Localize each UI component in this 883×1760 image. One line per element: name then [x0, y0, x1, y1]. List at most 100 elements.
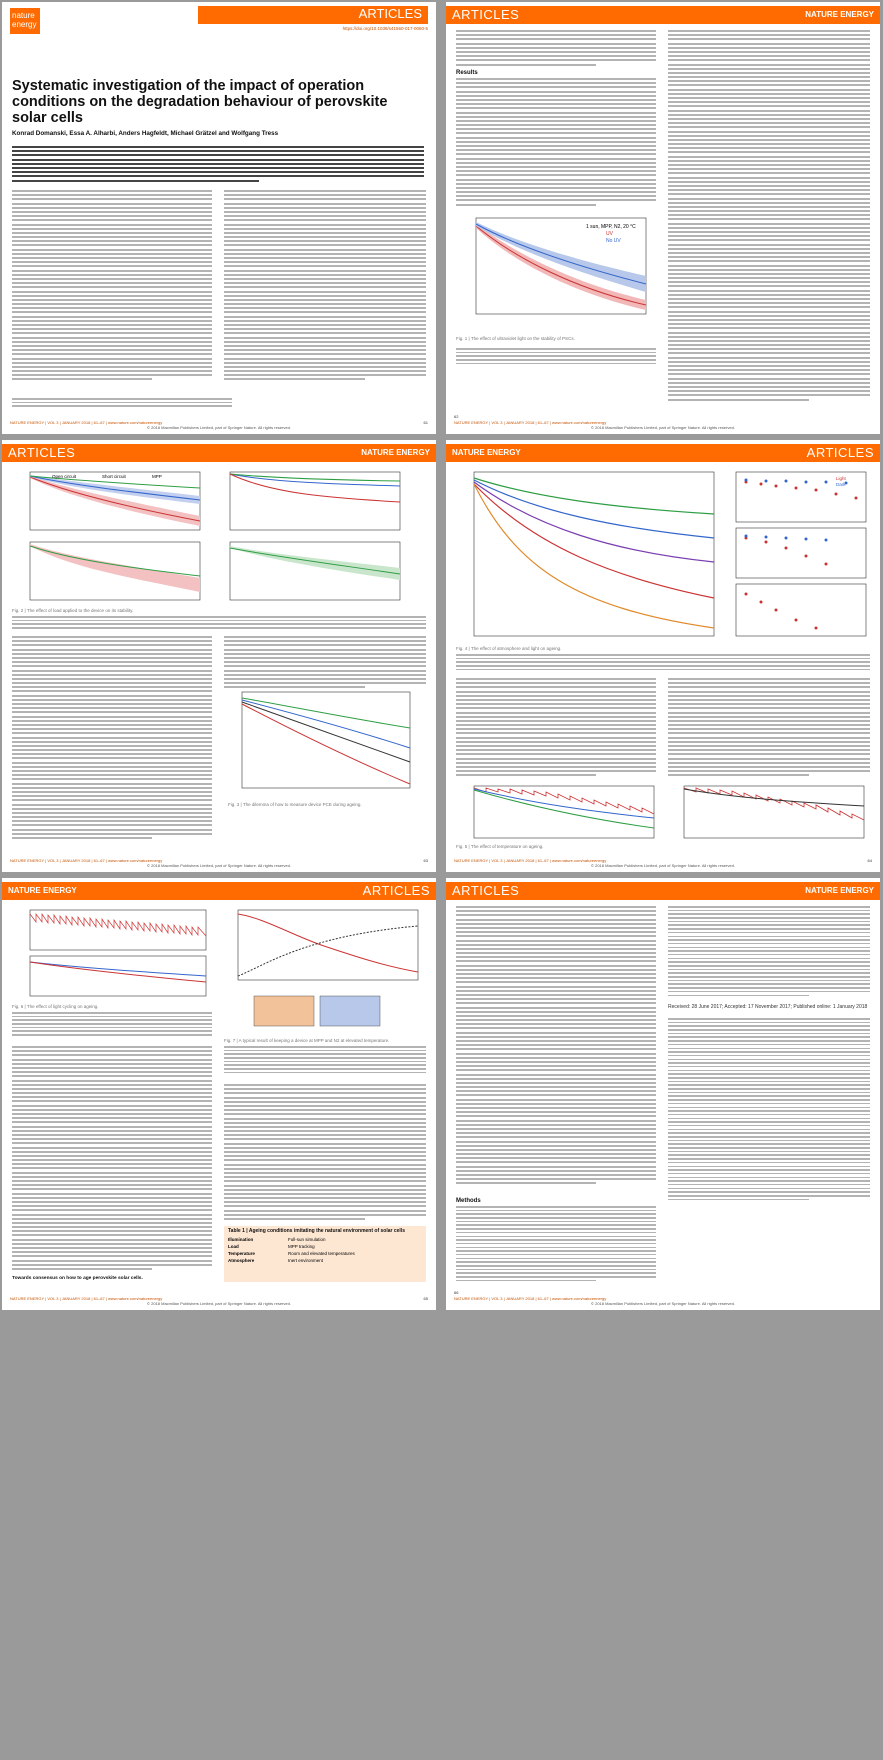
legend-1: 1 sun, MPP, N2, 20 °C [586, 224, 636, 230]
legend-oc: Open circuit [52, 474, 77, 479]
affiliations [12, 398, 232, 409]
page-62: ARTICLES NATURE ENERGY Results 1 sun, MP… [446, 2, 880, 434]
body-col-1 [12, 190, 212, 383]
doi-link[interactable]: https://doi.org/10.1038/s41560-017-0060-… [342, 26, 428, 31]
body-col-1 [12, 636, 212, 841]
header-band: ARTICLES NATURE ENERGY [446, 6, 880, 24]
legend-nouv: No UV [606, 238, 621, 244]
figure-3 [228, 688, 424, 798]
legend-light: Light [836, 476, 847, 481]
table-cell-key: Temperature [228, 1251, 255, 1256]
logo-top: nature [12, 11, 35, 20]
footer-journal: NATURE ENERGY | VOL 3 | JANUARY 2018 | 6… [10, 420, 163, 425]
table-cell-key: Load [228, 1244, 239, 1249]
section-label: ARTICLES [8, 445, 76, 460]
figure-4-caption: Fig. 4 | The effect of atmosphere and li… [456, 646, 562, 651]
page-footer: NATURE ENERGY | VOL 3 | JANUARY 2018 | 6… [10, 1296, 428, 1306]
table-cell-value: MPP tracking [288, 1244, 315, 1249]
page-number: 61 [423, 420, 428, 425]
page-number: 63 [423, 858, 428, 863]
page-number: 64 [867, 858, 872, 863]
table-row: Temperature Room and elevated temperature… [224, 1250, 426, 1257]
page-64: ARTICLES NATURE ENERGY Light Dark [446, 440, 880, 872]
page-66: ARTICLES NATURE ENERGY Methods Received:… [446, 878, 880, 1310]
table-cell-value: Room and elevated temperatures [288, 1251, 355, 1256]
methods-heading: Methods [456, 1198, 481, 1204]
abstract [12, 146, 424, 184]
figure-1-chart: 1 sun, MPP, N2, 20 °C UV No UV [475, 217, 647, 315]
body-col-2 [668, 678, 870, 779]
article-title: Systematic investigation of the impact o… [12, 78, 388, 126]
references [668, 1018, 870, 1202]
figure-1-caption: Fig. 1 | The effect of ultraviolet light… [456, 336, 575, 341]
header-band: ARTICLES NATURE ENERGY [2, 882, 436, 900]
results-heading: Results [456, 70, 478, 76]
table-row: Load MPP tracking [224, 1243, 426, 1250]
section-label: ARTICLES [806, 445, 874, 460]
body-col-1 [12, 1046, 212, 1272]
figure-4-chart: Light Dark [473, 471, 867, 637]
page-footer: NATURE ENERGY | VOL 3 | JANUARY 2018 | 6… [454, 414, 872, 430]
header-band: ARTICLES NATURE ENERGY [446, 444, 880, 462]
footer-journal: NATURE ENERGY | VOL 3 | JANUARY 2018 | 6… [10, 858, 163, 863]
article-authors: Konrad Domanski, Essa A. Alharbi, Anders… [12, 130, 279, 137]
figure-6-caption: Fig. 6 | The effect of light cycling on … [12, 1004, 99, 1009]
page-footer: NATURE ENERGY | VOL 3 | JANUARY 2018 | 6… [454, 1290, 872, 1306]
section-label: ARTICLES [198, 6, 428, 24]
table-row: Illumination Full-sun simulation [224, 1236, 426, 1243]
section-label: ARTICLES [452, 883, 520, 898]
figure-3-caption: Fig. 3 | The dilemma of how to measure d… [228, 802, 362, 807]
table-cell-value: Inert environment [288, 1258, 324, 1263]
figure-5 [456, 784, 870, 842]
body-col-1 [456, 30, 656, 68]
legend-mpp: MPP [152, 474, 162, 479]
copyright: © 2018 Macmillan Publishers Limited, par… [147, 1301, 291, 1306]
journal-logo: nature energy [10, 8, 40, 34]
copyright: © 2018 Macmillan Publishers Limited, par… [147, 425, 291, 430]
header-band: ARTICLES NATURE ENERGY [446, 882, 880, 900]
section-label: ARTICLES [362, 883, 430, 898]
figure-5-caption: Fig. 5 | The effect of temperature on ag… [456, 844, 544, 849]
journal-name: NATURE ENERGY [361, 448, 430, 457]
methods-text [456, 1206, 656, 1283]
footer-journal: NATURE ENERGY | VOL 3 | JANUARY 2018 | 6… [454, 1296, 607, 1301]
copyright: © 2018 Macmillan Publishers Limited, par… [591, 863, 735, 868]
body-col-2 [668, 30, 870, 403]
towards-heading: Towards consensus on how to age perovski… [12, 1276, 143, 1281]
table-row: Atmosphere Inert environment [224, 1257, 426, 1264]
page-61: nature energy ARTICLES https://doi.org/1… [2, 2, 436, 434]
figure-2-chart: Open circuit Short circuit MPP [29, 471, 401, 601]
page-65: ARTICLES NATURE ENERGY Fig. 6 | The effe… [2, 878, 436, 1310]
figure-7 [224, 906, 426, 1036]
body-col-2 [224, 1084, 426, 1222]
page-number: 66 [454, 1290, 459, 1295]
figure-1: 1 sun, MPP, N2, 20 °C UV No UV [456, 214, 656, 334]
figure-2: Open circuit Short circuit MPP [12, 468, 426, 606]
legend-uv: UV [606, 231, 614, 237]
copyright: © 2018 Macmillan Publishers Limited, par… [591, 1301, 735, 1306]
footer-journal: NATURE ENERGY | VOL 3 | JANUARY 2018 | 6… [10, 1296, 163, 1301]
journal-name: NATURE ENERGY [805, 886, 874, 895]
legend-sc: Short circuit [102, 474, 127, 479]
journal-name: NATURE ENERGY [8, 886, 77, 895]
figure-2-caption: Fig. 2 | The effect of load applied to t… [12, 608, 134, 613]
header-band: ARTICLES NATURE ENERGY [2, 444, 436, 462]
footer-journal: NATURE ENERGY | VOL 3 | JANUARY 2018 | 6… [454, 858, 607, 863]
body-col-1 [456, 678, 656, 779]
body-col-2 [224, 636, 426, 690]
journal-name: NATURE ENERGY [805, 10, 874, 19]
figure-3-chart [241, 691, 411, 789]
page-footer: NATURE ENERGY | VOL 3 | JANUARY 2018 | 6… [10, 858, 428, 868]
figure-6 [12, 906, 212, 1002]
table-cell-key: Illumination [228, 1237, 254, 1242]
table-1: Table 1 | Ageing conditions imitating th… [224, 1226, 426, 1282]
page-63: ARTICLES NATURE ENERGY Open circuit Shor… [2, 440, 436, 872]
copyright: © 2018 Macmillan Publishers Limited, par… [591, 425, 735, 430]
copyright: © 2018 Macmillan Publishers Limited, par… [147, 863, 291, 868]
page-footer: NATURE ENERGY | VOL 3 | JANUARY 2018 | 6… [454, 858, 872, 868]
body-col-1 [456, 906, 656, 1187]
page-footer: NATURE ENERGY | VOL 3 | JANUARY 2018 | 6… [10, 420, 428, 430]
figure-7-chart [237, 909, 419, 1027]
table-cell-key: Atmosphere [228, 1258, 255, 1263]
table-1-title: Table 1 | Ageing conditions imitating th… [228, 1228, 405, 1234]
